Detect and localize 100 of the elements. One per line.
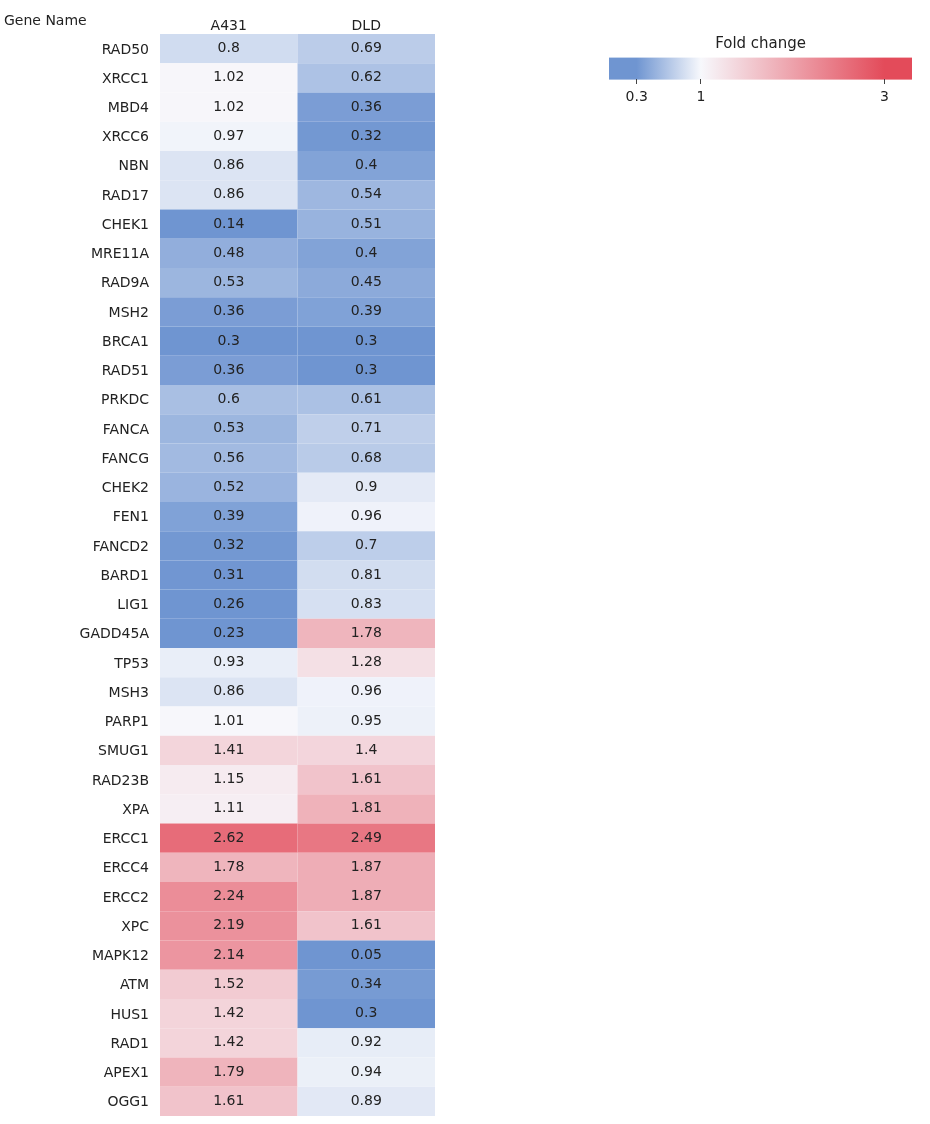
y-tick-label: SMUG1	[98, 742, 149, 759]
data-label: 0.61	[350, 390, 382, 407]
y-tick-label: XPC	[121, 917, 150, 934]
data-label: 1.11	[213, 799, 245, 816]
data-label: 2.49	[350, 828, 382, 845]
data-label: 1.52	[213, 974, 245, 991]
y-tick-label: CHEK2	[101, 479, 149, 496]
data-label: 0.95	[350, 711, 382, 728]
x-tick-label: DLD	[351, 17, 381, 34]
data-label: 0.71	[350, 419, 382, 436]
y-tick-label: LIG1	[117, 596, 149, 613]
data-label: 0.32	[350, 126, 382, 143]
y-tick-label: RAD23B	[92, 771, 149, 788]
y-tick-label: RAD9A	[100, 274, 150, 291]
data-label: 0.53	[213, 419, 245, 436]
y-tick-label: ERCC4	[102, 859, 150, 876]
data-label: 0.94	[350, 1062, 382, 1079]
y-tick-label: FANCD2	[92, 537, 149, 554]
data-label: 1.61	[350, 770, 382, 787]
data-label: 1.41	[213, 740, 245, 757]
data-label: 0.86	[213, 156, 245, 173]
data-label: 0.3	[355, 360, 378, 377]
data-label: 1.15	[213, 770, 245, 787]
y-tick-label: PARP1	[104, 713, 149, 730]
data-label: 0.26	[213, 594, 245, 611]
data-label: 0.53	[213, 273, 245, 290]
data-label: 0.36	[213, 302, 245, 319]
data-label: 0.9	[355, 477, 378, 494]
data-label: 0.31	[213, 565, 245, 582]
data-label: 2.19	[213, 916, 245, 933]
y-tick-label: APEX1	[103, 1064, 149, 1081]
y-tick-label: OGG1	[107, 1093, 149, 1110]
data-label: 0.62	[350, 68, 382, 85]
color-bar-label: 0.3	[625, 87, 648, 104]
data-label: 0.39	[350, 302, 382, 319]
data-label: 0.34	[350, 974, 382, 991]
data-label: 0.4	[355, 156, 378, 173]
y-tick-label: BARD1	[100, 566, 149, 583]
data-label: 1.02	[213, 97, 245, 114]
data-label: 0.93	[213, 653, 245, 670]
data-label: 0.68	[350, 448, 382, 465]
y-tick-label: MSH3	[108, 683, 149, 700]
data-label: 0.92	[350, 1033, 382, 1050]
y-tick-label: XPA	[122, 800, 150, 817]
data-label: 0.69	[350, 39, 382, 56]
y-tick-label: RAD50	[101, 40, 149, 57]
y-tick-label: RAD17	[101, 186, 149, 203]
data-label: 1.28	[350, 653, 382, 670]
y-tick-label: TP53	[113, 654, 149, 671]
data-label: 1.4	[355, 740, 378, 757]
data-label: 1.01	[213, 711, 245, 728]
data-label: 1.02	[213, 68, 245, 85]
y-tick-label: FANCA	[102, 420, 150, 437]
data-label: 0.3	[217, 331, 240, 348]
y-tick-label: FEN1	[112, 508, 149, 525]
y-tick-label: CHEK1	[101, 215, 149, 232]
color-bar-label: 1	[696, 87, 706, 104]
data-label: 0.4	[355, 243, 378, 260]
data-label: 0.23	[213, 623, 245, 640]
y-tick-label: ERCC1	[102, 830, 149, 847]
data-label: 0.96	[350, 682, 382, 699]
y-tick-label: RAD51	[101, 362, 149, 379]
data-label: 0.51	[350, 214, 382, 231]
y-axis-title: Gene Name	[4, 12, 87, 28]
color-bar-label: 3	[880, 87, 890, 104]
data-label: 1.42	[213, 1033, 245, 1050]
data-label: 1.61	[350, 916, 382, 933]
y-tick-label: NBN	[118, 157, 149, 174]
color-bar-title: Fold change	[715, 33, 807, 52]
data-label: 1.87	[350, 857, 382, 874]
y-tick-label: HUS1	[110, 1005, 149, 1022]
y-tick-label: MAPK12	[91, 947, 149, 964]
data-label: 0.14	[213, 214, 245, 231]
data-label: 1.78	[213, 857, 245, 874]
data-label: 0.48	[213, 243, 245, 260]
data-label: 0.52	[213, 477, 245, 494]
data-label: 0.81	[350, 565, 382, 582]
y-tick-label: MSH2	[108, 303, 149, 320]
y-tick-label: MBD4	[107, 99, 150, 116]
y-tick-label: RAD1	[110, 1034, 149, 1051]
data-label: 0.89	[350, 1091, 382, 1108]
data-label: 0.36	[213, 360, 245, 377]
data-label: 0.96	[350, 507, 382, 524]
y-tick-label: ERCC2	[102, 888, 149, 905]
data-label: 0.39	[213, 507, 245, 524]
data-label: 0.36	[350, 97, 382, 114]
data-label: 0.3	[355, 331, 378, 348]
data-label: 0.7	[355, 536, 378, 553]
data-label: 0.6	[217, 390, 240, 407]
y-tick-label: BRCA1	[102, 332, 149, 349]
y-tick-label: XRCC1	[101, 69, 149, 86]
y-tick-label: FANCG	[101, 449, 149, 466]
data-label: 0.32	[213, 536, 245, 553]
data-label: 2.62	[213, 828, 245, 845]
x-tick-label: A431	[210, 17, 247, 34]
y-tick-label: ATM	[119, 976, 149, 993]
data-label: 0.3	[355, 1004, 378, 1021]
data-label: 1.42	[213, 1004, 245, 1021]
data-label: 1.61	[213, 1091, 245, 1108]
data-label: 1.78	[350, 623, 382, 640]
